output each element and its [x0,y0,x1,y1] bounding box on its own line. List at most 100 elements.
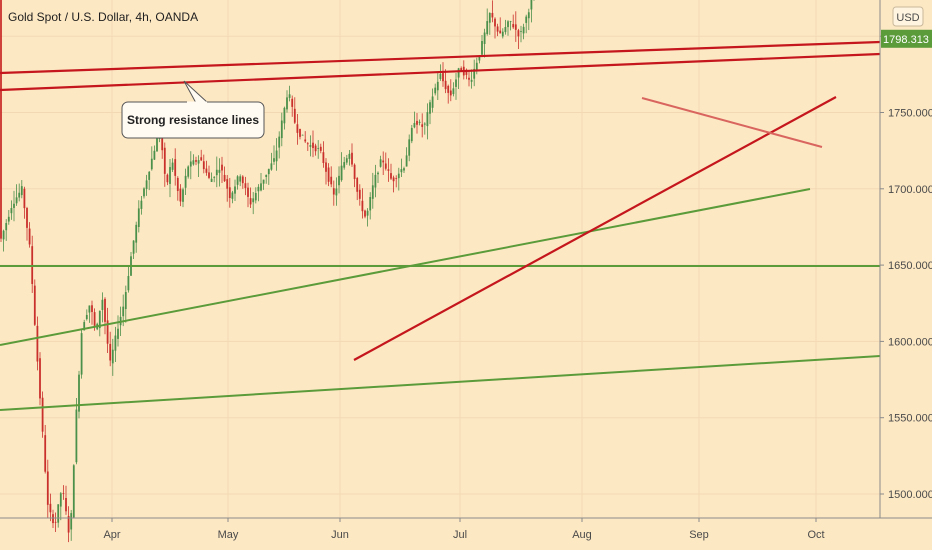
candle-body [514,24,517,30]
x-tick-label: Apr [103,529,120,541]
candle-body [148,171,151,180]
candle-body [215,169,218,176]
candle-body [395,178,398,179]
price-tags: 1911.42001:05:171798.313 [881,29,932,48]
price-axis[interactable]: USD 1500.000 1550.000 1600.000 1650.000 1700… [879,0,932,550]
candle-body [174,159,177,176]
candle-body [366,210,369,216]
candle-body [39,358,41,399]
candle-body [52,514,54,524]
candle-body [343,162,346,168]
support-channel-lower[interactable] [0,355,881,411]
y-tick-label: 1500.000 [888,489,932,501]
candle-body [348,153,351,159]
candle-body [228,187,231,198]
candle-body [429,102,431,114]
price-axis-background [880,0,932,550]
price-tag [881,29,932,48]
candle-body [208,172,210,178]
candle-body [353,164,356,180]
candle-body [478,55,481,61]
candle-body [488,13,491,23]
candle-body [273,158,275,162]
candle-body [507,21,509,28]
candle-body [491,12,494,18]
rising-trendline[interactable] [353,96,837,361]
candle-body [93,312,96,326]
candle-body [351,152,353,165]
candle-body [483,32,486,44]
candle-body [270,163,273,170]
candle-body [200,157,203,161]
candle-body [377,172,379,175]
candle-body [104,298,106,322]
x-tick-labels: Apr May Jun Jul Aug Sep Oct [103,518,825,541]
candle-body [431,96,434,108]
candle-body [400,169,403,173]
candle-body [325,162,327,172]
candle-body [101,299,104,310]
candle-body [57,504,60,523]
candle-body [98,310,101,329]
candle-body [434,87,437,94]
candle-body [410,127,413,142]
candle-body [114,335,117,351]
candle-body [330,176,333,185]
candle-body [436,81,439,91]
resistance-line-upper[interactable] [0,40,881,75]
candle-body [7,216,10,222]
candle-body [231,192,234,199]
y-tick-label: 1650.000 [888,260,932,272]
candle-body [299,128,301,137]
candle-body [356,178,359,192]
candle-body [319,146,322,151]
candle-body [392,177,395,182]
candle-body [384,163,387,169]
candle-body [28,228,31,245]
candle-body [0,0,2,239]
candle-body [475,62,478,71]
candle-body [442,73,444,82]
candle-body [213,177,216,179]
candle-body [254,193,257,201]
candle-body [117,328,119,339]
resistance-line-lower[interactable] [0,52,881,92]
candle-body [265,174,268,177]
x-tick-label: May [218,529,239,541]
triangle-upper-line[interactable] [641,97,823,148]
y-tick-label: 1600.000 [888,336,932,348]
candle-body [278,136,281,148]
candle-body [364,210,366,217]
candle-body [267,168,270,175]
candle-body [169,167,171,184]
candle-body [46,471,49,505]
candle-body [65,498,67,512]
candle-body [499,30,502,34]
candle-body [15,197,18,204]
candle-body [184,175,187,188]
candle-body [306,143,309,145]
time-axis[interactable]: Apr May Jun Jul Aug Sep Oct [0,517,932,541]
candle-body [397,173,400,179]
currency-badge[interactable] [892,6,924,27]
candle-body [59,493,62,507]
candle-body [83,322,86,331]
candle-body [416,120,418,125]
candle-body [260,183,262,191]
candle-body [88,305,91,313]
candle-body [127,275,130,291]
candle-body [257,186,260,192]
candle-body [153,150,156,160]
candle-body [525,16,528,23]
candle-body [49,503,52,513]
candle-body [150,158,153,170]
candle-body [444,80,447,90]
candle-body [509,21,512,23]
candle-body [182,189,184,202]
candle-body [192,160,195,165]
candle-body [455,79,457,87]
candle-body [145,180,148,189]
candle-body [91,305,93,312]
candle-body [241,176,244,184]
